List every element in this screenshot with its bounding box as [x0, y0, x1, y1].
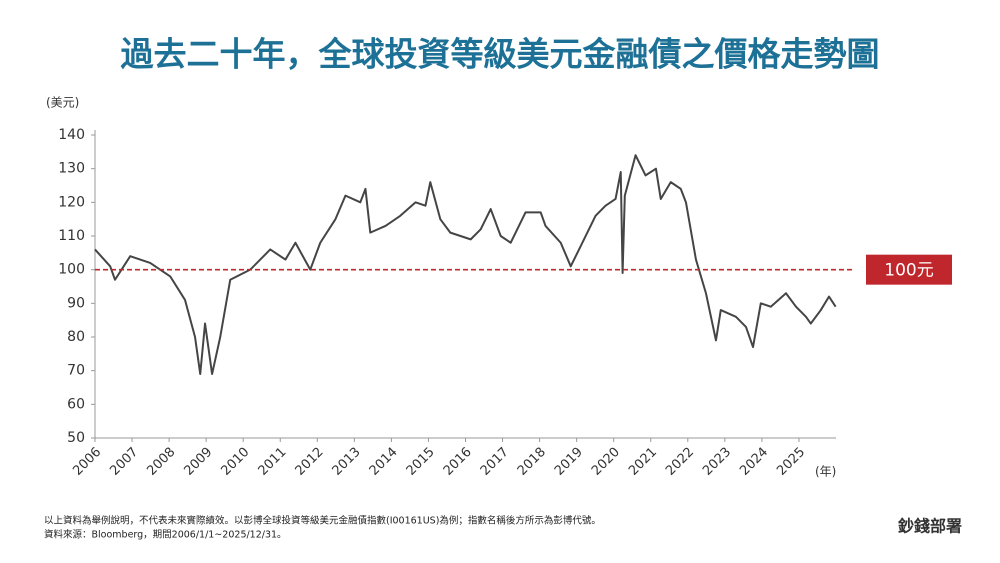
- logo: 鈔錢部署: [898, 517, 962, 536]
- x-tick-label: 2023: [700, 445, 734, 479]
- y-tick-label: 130: [58, 161, 85, 177]
- y-tick-label: 70: [67, 363, 85, 379]
- x-tick-label: 2012: [293, 445, 327, 479]
- footnote: 以上資料為舉例說明，不代表未來實際績效。以彭博全球投資等級美元金融債指數(I00…: [44, 515, 601, 527]
- x-tick-label: 2024: [737, 445, 771, 479]
- y-tick-label: 60: [67, 396, 85, 412]
- y-tick-label: 90: [67, 295, 85, 311]
- x-tick-label: 2015: [404, 445, 438, 479]
- x-tick-label: 2021: [626, 445, 660, 479]
- y-tick-label: 100: [58, 262, 85, 278]
- x-tick-label: 2022: [663, 445, 697, 479]
- x-tick-label: 2007: [107, 445, 141, 479]
- x-tick-label: 2017: [478, 445, 512, 479]
- x-tick-label: 2013: [330, 445, 364, 479]
- y-tick-label: 140: [58, 127, 85, 143]
- x-tick-label: 2018: [515, 445, 549, 479]
- reference-label-box: [866, 254, 952, 285]
- y-tick-label: 120: [58, 194, 85, 210]
- price-line: [94, 154, 837, 376]
- x-tick-label: 2020: [589, 445, 623, 479]
- y-axis-label: (美元): [46, 96, 79, 110]
- x-tick-label: 2014: [367, 445, 401, 479]
- x-axis-label: (年): [815, 465, 836, 479]
- x-tick-label: 2009: [181, 445, 215, 479]
- y-tick-label: 50: [67, 430, 85, 446]
- x-tick-label: 2016: [441, 445, 475, 479]
- y-tick-label: 110: [58, 228, 85, 244]
- x-tick-label: 2006: [70, 445, 104, 479]
- x-tick-label: 2011: [256, 445, 290, 479]
- x-tick-label: 2025: [774, 445, 808, 479]
- x-tick-label: 2019: [552, 445, 586, 479]
- x-tick-label: 2010: [218, 445, 252, 479]
- x-tick-label: 2008: [144, 445, 178, 479]
- footnote: 資料來源：Bloomberg，期間2006/1/1~2025/12/31。: [44, 529, 287, 541]
- chart-title: 過去二十年，全球投資等級美元金融債之價格走勢圖: [121, 35, 880, 74]
- y-tick-label: 80: [67, 329, 85, 345]
- reference-label: 100元: [884, 261, 933, 281]
